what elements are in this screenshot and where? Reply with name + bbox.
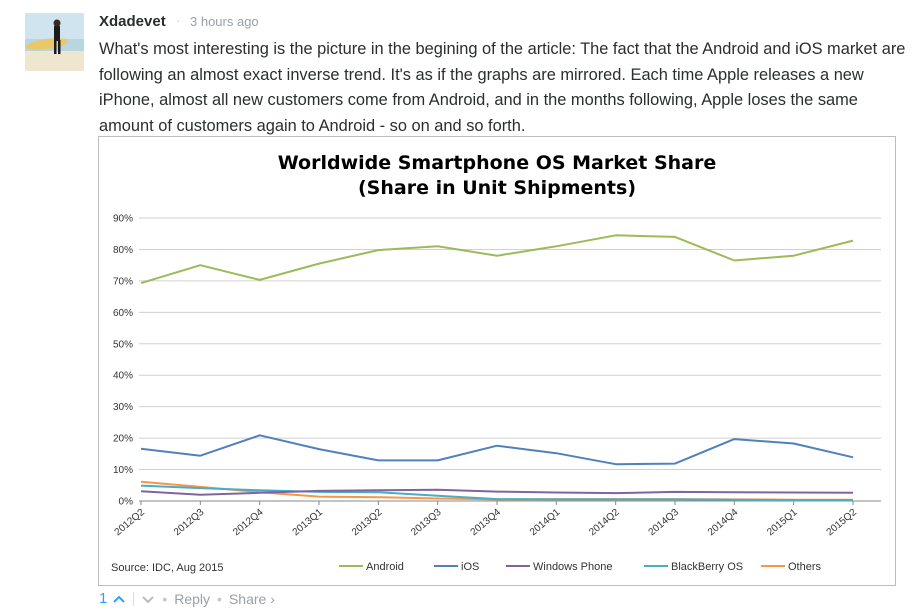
upvote-icon[interactable] bbox=[112, 592, 126, 606]
x-tick-label: 2014Q3 bbox=[647, 507, 682, 539]
chart-title: Worldwide Smartphone OS Market Share bbox=[278, 152, 717, 174]
x-tick-label: 2015Q1 bbox=[765, 507, 800, 539]
footer-dot: • bbox=[162, 590, 168, 607]
footer-dot: • bbox=[217, 590, 222, 607]
comment-text: What's most interesting is the picture i… bbox=[99, 40, 906, 135]
chart-subtitle: (Share in Unit Shipments) bbox=[358, 177, 636, 199]
x-tick-label: 2014Q2 bbox=[587, 507, 622, 539]
legend-label: BlackBerry OS bbox=[671, 561, 743, 573]
series-line-ios bbox=[140, 434, 854, 466]
series-line-windows-phone bbox=[140, 488, 854, 496]
y-tick-label: 10% bbox=[113, 465, 133, 476]
series-line-blackberry-os bbox=[140, 484, 853, 502]
comment-author[interactable]: Xdadevet bbox=[99, 13, 166, 30]
avatar[interactable] bbox=[25, 13, 84, 71]
header-separator: · bbox=[176, 13, 181, 28]
x-tick-label: 2015Q2 bbox=[825, 507, 860, 539]
y-tick-label: 70% bbox=[113, 276, 133, 287]
chart-source: Source: IDC, Aug 2015 bbox=[111, 562, 224, 574]
y-tick-label: 90% bbox=[113, 214, 133, 225]
y-tick-label: 40% bbox=[113, 371, 133, 382]
comment-footer: 1 • Reply • Share › bbox=[99, 590, 275, 607]
y-tick-label: 0% bbox=[119, 497, 134, 508]
x-tick-label: 2012Q4 bbox=[231, 507, 266, 539]
y-tick-label: 60% bbox=[113, 308, 133, 319]
chart-image: Worldwide Smartphone OS Market Share (Sh… bbox=[98, 136, 896, 586]
x-tick-label: 2012Q3 bbox=[172, 507, 207, 539]
x-tick-label: 2013Q1 bbox=[291, 507, 326, 539]
y-tick-label: 20% bbox=[113, 434, 133, 445]
x-tick-label: 2013Q4 bbox=[469, 507, 504, 539]
x-tick-label: 2014Q4 bbox=[706, 507, 741, 539]
series-line-android bbox=[140, 234, 854, 285]
share-link[interactable]: Share › bbox=[228, 590, 275, 607]
legend-label: iOS bbox=[461, 561, 479, 573]
vote-divider bbox=[133, 591, 135, 606]
market-share-chart: Worldwide Smartphone OS Market Share (Sh… bbox=[111, 152, 881, 574]
x-tick-label: 2014Q1 bbox=[528, 507, 563, 539]
x-tick-label: 2013Q3 bbox=[409, 507, 444, 539]
y-tick-label: 50% bbox=[113, 339, 133, 350]
upvote-count: 1 bbox=[99, 590, 108, 607]
x-tick-label: 2013Q2 bbox=[350, 507, 385, 539]
legend-label: Windows Phone bbox=[533, 561, 613, 573]
legend-label: Others bbox=[788, 561, 822, 573]
reply-link[interactable]: Reply bbox=[174, 590, 211, 607]
downvote-icon[interactable] bbox=[141, 592, 155, 606]
y-tick-label: 80% bbox=[113, 245, 133, 256]
legend-label: Android bbox=[366, 561, 404, 573]
x-tick-label: 2012Q2 bbox=[113, 507, 148, 539]
surfer-avatar-image bbox=[25, 13, 84, 71]
comment-timestamp[interactable]: 3 hours ago bbox=[190, 14, 259, 29]
y-tick-label: 30% bbox=[113, 402, 133, 413]
